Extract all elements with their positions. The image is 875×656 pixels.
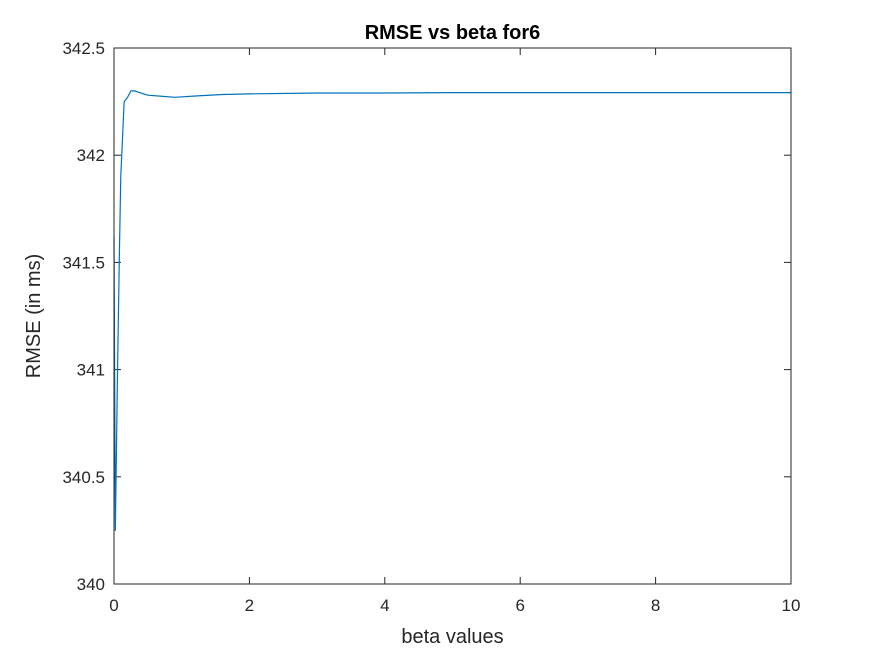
y-tick-label: 341.5	[62, 253, 105, 272]
x-axis-label: beta values	[401, 626, 503, 648]
y-axis-label: RMSE (in ms)	[23, 254, 45, 378]
axes-box	[113, 47, 792, 585]
y-tick-label: 340	[77, 575, 105, 594]
x-tick-label: 4	[380, 596, 389, 615]
y-tick-label: 340.5	[62, 468, 105, 487]
chart-title: RMSE vs beta for6	[365, 22, 541, 44]
y-tick-label: 342.5	[62, 39, 105, 58]
y-tick-label: 342	[77, 146, 105, 165]
plot-area	[114, 48, 791, 584]
x-tick-label: 10	[782, 596, 801, 615]
x-tick-label: 8	[651, 596, 660, 615]
x-tick-label: 0	[109, 596, 118, 615]
series-line-rmse	[113, 90, 791, 531]
y-tick-label: 341	[77, 361, 105, 380]
x-tick-label: 2	[245, 596, 254, 615]
x-tick-label: 6	[515, 596, 524, 615]
